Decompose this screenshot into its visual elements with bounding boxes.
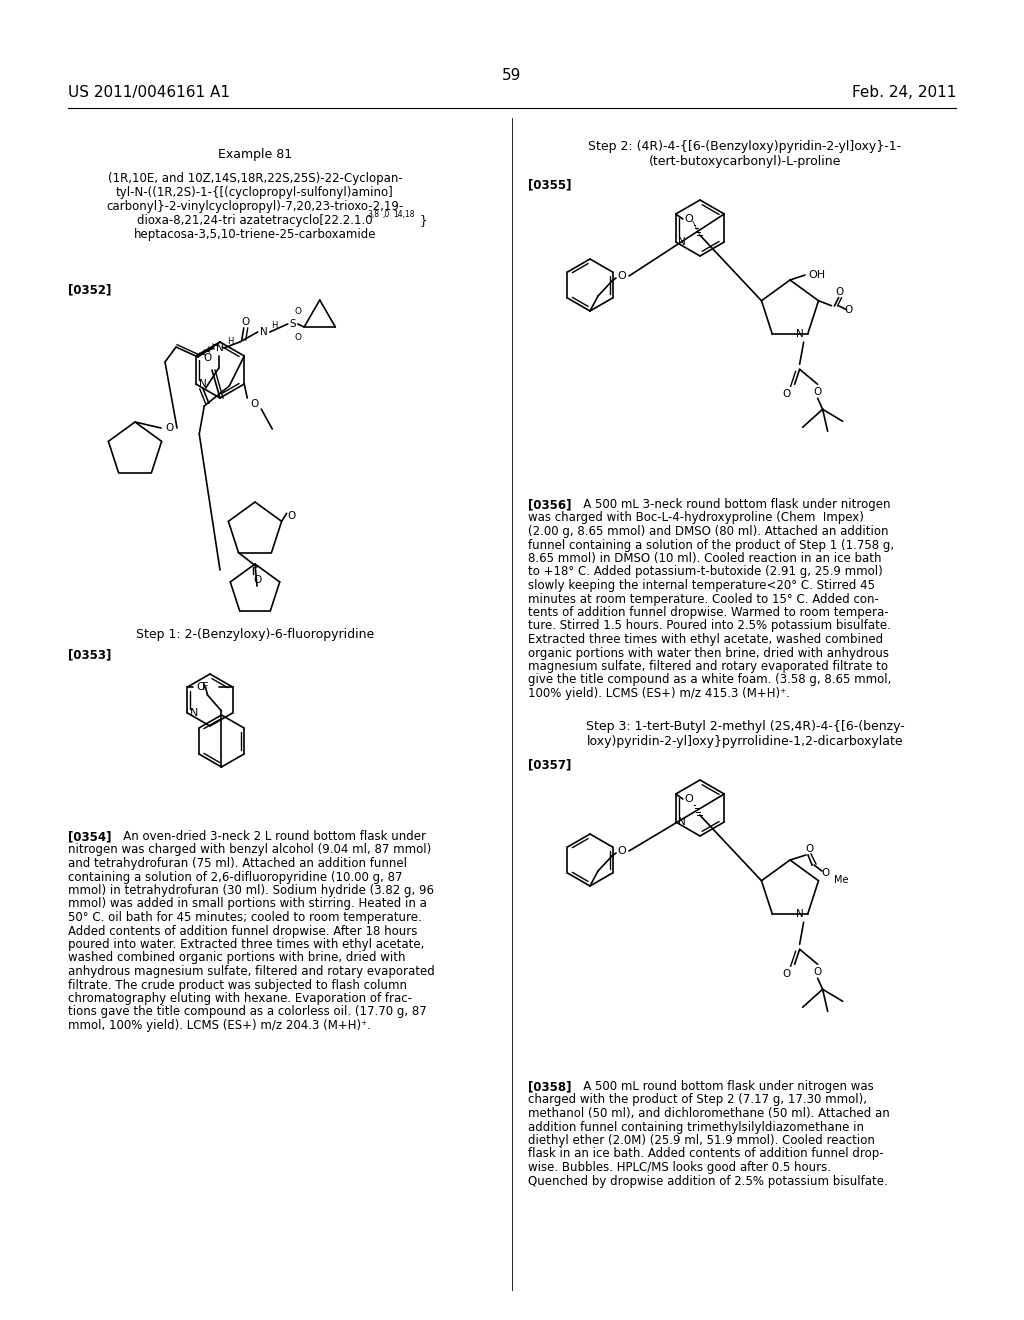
- Text: heptacosa-3,5,10-triene-25-carboxamide: heptacosa-3,5,10-triene-25-carboxamide: [134, 228, 376, 242]
- Text: methanol (50 ml), and dichloromethane (50 ml). Attached an: methanol (50 ml), and dichloromethane (5…: [528, 1107, 890, 1119]
- Text: O: O: [204, 352, 212, 363]
- Text: flask in an ice bath. Added contents of addition funnel drop-: flask in an ice bath. Added contents of …: [528, 1147, 884, 1160]
- Text: O: O: [684, 214, 693, 224]
- Text: N: N: [796, 329, 804, 339]
- Text: Example 81: Example 81: [218, 148, 292, 161]
- Text: O: O: [197, 682, 205, 692]
- Text: F: F: [202, 682, 209, 692]
- Text: O: O: [253, 576, 261, 585]
- Text: ,0: ,0: [382, 210, 389, 219]
- Text: N: N: [678, 817, 685, 828]
- Text: 14,18: 14,18: [393, 210, 415, 219]
- Text: [0353]: [0353]: [68, 648, 112, 661]
- Text: H: H: [226, 338, 233, 346]
- Text: N: N: [260, 327, 267, 337]
- Text: mmol) in tetrahydrofuran (30 ml). Sodium hydride (3.82 g, 96: mmol) in tetrahydrofuran (30 ml). Sodium…: [68, 884, 434, 898]
- Text: Added contents of addition funnel dropwise. After 18 hours: Added contents of addition funnel dropwi…: [68, 924, 418, 937]
- Text: mmol) was added in small portions with stirring. Heated in a: mmol) was added in small portions with s…: [68, 898, 427, 911]
- Text: minutes at room temperature. Cooled to 15° C. Added con-: minutes at room temperature. Cooled to 1…: [528, 593, 879, 606]
- Text: organic portions with water then brine, dried with anhydrous: organic portions with water then brine, …: [528, 647, 889, 660]
- Text: Feb. 24, 2011: Feb. 24, 2011: [852, 84, 956, 100]
- Text: funnel containing a solution of the product of Step 1 (1.758 g,: funnel containing a solution of the prod…: [528, 539, 894, 552]
- Text: and tetrahydrofuran (75 ml). Attached an addition funnel: and tetrahydrofuran (75 ml). Attached an…: [68, 857, 407, 870]
- Text: Me: Me: [834, 875, 849, 884]
- Text: O: O: [836, 286, 844, 297]
- Text: 100% yield). LCMS (ES+) m/z 415.3 (M+H)⁺.: 100% yield). LCMS (ES+) m/z 415.3 (M+H)⁺…: [528, 686, 790, 700]
- Text: tyl-N-((1R,2S)-1-{[(cyclopropyl-sulfonyl)amino]: tyl-N-((1R,2S)-1-{[(cyclopropyl-sulfonyl…: [116, 186, 394, 199]
- Text: O: O: [684, 795, 693, 804]
- Text: Step 2: (4R)-4-{[6-(Benzyloxy)pyridin-2-yl]oxy}-1-: Step 2: (4R)-4-{[6-(Benzyloxy)pyridin-2-…: [589, 140, 901, 153]
- Text: O: O: [822, 869, 830, 878]
- Text: O: O: [845, 305, 853, 314]
- Text: give the title compound as a white foam. (3.58 g, 8.65 mmol,: give the title compound as a white foam.…: [528, 673, 891, 686]
- Text: (1R,10E, and 10Z,14S,18R,22S,25S)-22-Cyclopan-: (1R,10E, and 10Z,14S,18R,22S,25S)-22-Cyc…: [108, 172, 402, 185]
- Text: S: S: [290, 319, 296, 329]
- Text: 59: 59: [503, 69, 521, 83]
- Text: [0357]: [0357]: [528, 758, 571, 771]
- Text: O: O: [617, 271, 627, 281]
- Text: 3,8: 3,8: [367, 210, 379, 219]
- Text: [0354]: [0354]: [68, 830, 112, 843]
- Text: H: H: [270, 322, 278, 330]
- Text: chromatography eluting with hexane. Evaporation of frac-: chromatography eluting with hexane. Evap…: [68, 993, 412, 1005]
- Text: containing a solution of 2,6-difluoropyridine (10.00 g, 87: containing a solution of 2,6-difluoropyr…: [68, 870, 402, 883]
- Text: [0355]: [0355]: [528, 178, 571, 191]
- Text: carbonyl}-2-vinylcyclopropyl)-7,20,23-trioxo-2,19-: carbonyl}-2-vinylcyclopropyl)-7,20,23-tr…: [106, 201, 403, 213]
- Text: washed combined organic portions with brine, dried with: washed combined organic portions with br…: [68, 952, 406, 965]
- Text: Step 3: 1-tert-Butyl 2-methyl (2S,4R)-4-{[6-(benzy-: Step 3: 1-tert-Butyl 2-methyl (2S,4R)-4-…: [586, 719, 904, 733]
- Text: A 500 mL 3-neck round bottom flask under nitrogen: A 500 mL 3-neck round bottom flask under…: [572, 498, 891, 511]
- Text: O: O: [294, 333, 301, 342]
- Text: magnesium sulfate, filtered and rotary evaporated filtrate to: magnesium sulfate, filtered and rotary e…: [528, 660, 888, 673]
- Text: An oven-dried 3-neck 2 L round bottom flask under: An oven-dried 3-neck 2 L round bottom fl…: [112, 830, 426, 843]
- Text: US 2011/0046161 A1: US 2011/0046161 A1: [68, 84, 230, 100]
- Text: nitrogen was charged with benzyl alcohol (9.04 ml, 87 mmol): nitrogen was charged with benzyl alcohol…: [68, 843, 431, 857]
- Text: loxy)pyridin-2-yl]oxy}pyrrolidine-1,2-dicarboxylate: loxy)pyridin-2-yl]oxy}pyrrolidine-1,2-di…: [587, 735, 903, 748]
- Text: tents of addition funnel dropwise. Warmed to room tempera-: tents of addition funnel dropwise. Warme…: [528, 606, 889, 619]
- Text: OH: OH: [808, 271, 825, 280]
- Text: N: N: [199, 379, 207, 389]
- Text: O: O: [165, 422, 173, 433]
- Text: A 500 mL round bottom flask under nitrogen was: A 500 mL round bottom flask under nitrog…: [572, 1080, 873, 1093]
- Text: N: N: [189, 708, 198, 718]
- Text: to +18° C. Added potassium-t-butoxide (2.91 g, 25.9 mmol): to +18° C. Added potassium-t-butoxide (2…: [528, 565, 883, 578]
- Text: was charged with Boc-L-4-hydroxyproline (Chem  Impex): was charged with Boc-L-4-hydroxyproline …: [528, 511, 864, 524]
- Text: O: O: [294, 306, 301, 315]
- Text: charged with the product of Step 2 (7.17 g, 17.30 mmol),: charged with the product of Step 2 (7.17…: [528, 1093, 867, 1106]
- Text: filtrate. The crude product was subjected to flash column: filtrate. The crude product was subjecte…: [68, 978, 407, 991]
- Text: slowly keeping the internal temperature<20° C. Stirred 45: slowly keeping the internal temperature<…: [528, 579, 874, 591]
- Text: N: N: [796, 909, 804, 919]
- Text: O: O: [813, 387, 821, 397]
- Text: Step 1: 2-(Benzyloxy)-6-fluoropyridine: Step 1: 2-(Benzyloxy)-6-fluoropyridine: [136, 628, 374, 642]
- Text: }: }: [420, 214, 427, 227]
- Text: O: O: [242, 317, 250, 327]
- Text: ture. Stirred 1.5 hours. Poured into 2.5% potassium bisulfate.: ture. Stirred 1.5 hours. Poured into 2.5…: [528, 619, 891, 632]
- Text: O: O: [813, 968, 821, 977]
- Text: (tert-butoxycarbonyl)-L-proline: (tert-butoxycarbonyl)-L-proline: [649, 154, 841, 168]
- Text: [0358]: [0358]: [528, 1080, 571, 1093]
- Text: [0356]: [0356]: [528, 498, 571, 511]
- Text: 50° C. oil bath for 45 minutes; cooled to room temperature.: 50° C. oil bath for 45 minutes; cooled t…: [68, 911, 422, 924]
- Text: poured into water. Extracted three times with ethyl acetate,: poured into water. Extracted three times…: [68, 939, 424, 950]
- Text: O: O: [250, 399, 258, 409]
- Text: dioxa-8,21,24-tri azatetracyclo[22.2.1.0: dioxa-8,21,24-tri azatetracyclo[22.2.1.0: [137, 214, 373, 227]
- Text: O: O: [617, 846, 627, 855]
- Text: N: N: [678, 238, 685, 247]
- Text: O: O: [806, 843, 814, 854]
- Text: (2.00 g, 8.65 mmol) and DMSO (80 ml). Attached an addition: (2.00 g, 8.65 mmol) and DMSO (80 ml). At…: [528, 525, 889, 539]
- Text: O: O: [782, 389, 791, 399]
- Text: 8.65 mmol) in DMSO (10 ml). Cooled reaction in an ice bath: 8.65 mmol) in DMSO (10 ml). Cooled react…: [528, 552, 882, 565]
- Text: mmol, 100% yield). LCMS (ES+) m/z 204.3 (M+H)⁺.: mmol, 100% yield). LCMS (ES+) m/z 204.3 …: [68, 1019, 371, 1032]
- Text: [0352]: [0352]: [68, 282, 112, 296]
- Text: O: O: [288, 511, 296, 521]
- Text: anhydrous magnesium sulfate, filtered and rotary evaporated: anhydrous magnesium sulfate, filtered an…: [68, 965, 435, 978]
- Text: N: N: [216, 343, 223, 352]
- Text: Quenched by dropwise addition of 2.5% potassium bisulfate.: Quenched by dropwise addition of 2.5% po…: [528, 1175, 888, 1188]
- Text: diethyl ether (2.0M) (25.9 ml, 51.9 mmol). Cooled reaction: diethyl ether (2.0M) (25.9 ml, 51.9 mmol…: [528, 1134, 874, 1147]
- Text: addition funnel containing trimethylsilyldiazomethane in: addition funnel containing trimethylsily…: [528, 1121, 864, 1134]
- Text: Extracted three times with ethyl acetate, washed combined: Extracted three times with ethyl acetate…: [528, 634, 883, 645]
- Text: wise. Bubbles. HPLC/MS looks good after 0.5 hours.: wise. Bubbles. HPLC/MS looks good after …: [528, 1162, 831, 1173]
- Text: tions gave the title compound as a colorless oil. (17.70 g, 87: tions gave the title compound as a color…: [68, 1006, 427, 1019]
- Text: O: O: [782, 969, 791, 979]
